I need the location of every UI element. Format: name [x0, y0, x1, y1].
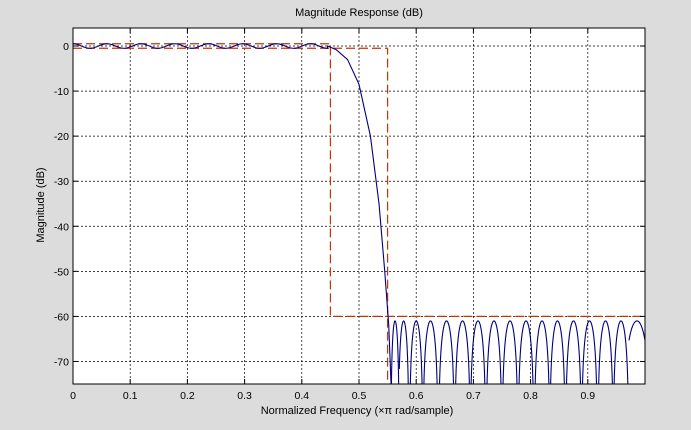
response-passband-transition [73, 43, 392, 384]
x-axis-label: Normalized Frequency (×π rad/sample) [261, 405, 454, 417]
y-tick-label: -10 [54, 86, 69, 98]
y-tick-label: -20 [54, 131, 69, 143]
response-stopband-lobe [534, 320, 550, 384]
x-tick-label: 0 [70, 390, 76, 402]
x-tick-label: 0.6 [409, 390, 424, 402]
x-tick-label: 0.8 [523, 390, 538, 402]
spec-mask-line [73, 43, 645, 318]
x-tick-label: 0.4 [294, 390, 309, 402]
response-stopband-lobe [390, 320, 400, 384]
x-tick-label: 0.7 [466, 390, 481, 402]
y-tick-label: -50 [54, 266, 69, 278]
plot-lines [73, 43, 645, 384]
response-stopband-lobe [398, 320, 409, 384]
chart-title: Magnitude Response (dB) [295, 7, 423, 19]
y-tick-label: -60 [54, 311, 69, 323]
response-stopband-lobe [628, 320, 645, 344]
response-stopband-lobe [565, 320, 582, 384]
x-tick-label: 0.2 [180, 390, 195, 402]
y-tick-label: -40 [54, 221, 69, 233]
response-stopband-lobe [423, 320, 438, 384]
response-stopband-lobe [470, 320, 486, 384]
response-stopband-lobe [598, 320, 613, 384]
y-tick-label: -70 [54, 356, 69, 368]
response-stopband-lobe [582, 320, 598, 384]
y-ticks: 0 -10 -20 -30 -40 -50 -60 -70 [54, 41, 645, 368]
y-axis-label: Magnitude (dB) [35, 167, 47, 242]
response-stopband-lobe [550, 320, 565, 384]
y-tick-label: -30 [54, 176, 69, 188]
response-stopband-lobe [613, 320, 629, 384]
x-tick-label: 0.1 [123, 390, 138, 402]
x-tick-label: 0.9 [580, 390, 595, 402]
response-stopband-lobe [502, 320, 518, 384]
y-tick-label: 0 [63, 41, 69, 53]
response-stopband-lobe [439, 320, 455, 384]
spec-mask-line [73, 47, 389, 384]
response-stopband-lobe [409, 320, 423, 384]
x-tick-label: 0.5 [352, 390, 367, 402]
x-ticks: 0 0.1 0.2 0.3 0.4 0.5 0.6 0.7 0.8 0.9 [70, 28, 595, 402]
response-stopband-lobe [486, 320, 502, 384]
response-stopband-lobe [518, 320, 534, 384]
response-stopband-lobe [455, 320, 470, 384]
x-tick-label: 0.3 [237, 390, 252, 402]
